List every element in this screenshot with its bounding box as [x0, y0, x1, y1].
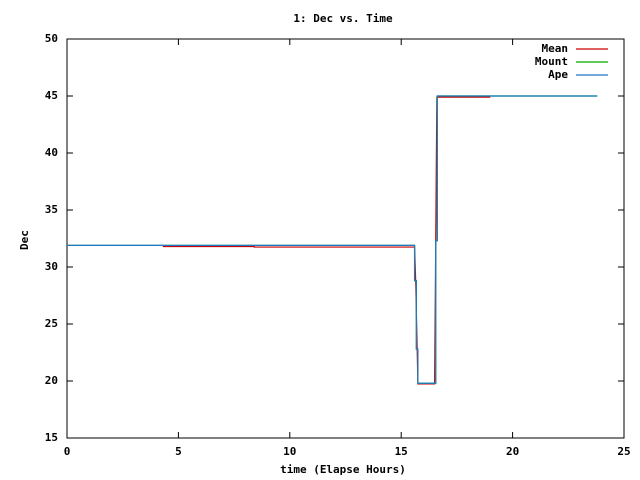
x-tick-label: 20 — [506, 445, 519, 458]
chart-title: 1: Dec vs. Time — [293, 12, 393, 25]
y-tick-label: 15 — [45, 431, 58, 444]
y-axis-label: Dec — [18, 230, 31, 250]
legend-label: Mount — [535, 55, 568, 68]
x-axis-label: time (Elapse Hours) — [280, 463, 406, 476]
x-tick-label: 15 — [395, 445, 408, 458]
x-tick-label: 10 — [283, 445, 296, 458]
y-tick-label: 40 — [45, 146, 58, 159]
plot-border — [66, 38, 625, 439]
x-tick-label: 5 — [175, 445, 182, 458]
series-line — [67, 95, 598, 384]
y-tick-label: 50 — [45, 32, 58, 45]
x-tick-label: 25 — [617, 445, 630, 458]
y-tick-label: 35 — [45, 203, 58, 216]
y-tick-label: 30 — [45, 260, 58, 273]
y-tick-label: 45 — [45, 89, 58, 102]
y-tick-label: 25 — [45, 317, 58, 330]
y-tick-label: 20 — [45, 374, 58, 387]
legend-label: Mean — [542, 42, 569, 55]
x-tick-label: 0 — [64, 445, 71, 458]
legend-label: Ape — [548, 68, 568, 81]
